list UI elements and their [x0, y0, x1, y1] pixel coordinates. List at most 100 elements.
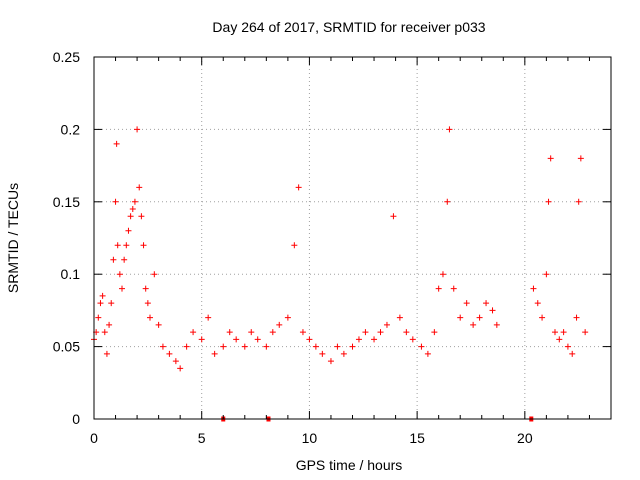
data-point	[97, 300, 104, 307]
data-point	[198, 336, 205, 343]
data-point	[334, 343, 341, 350]
data-point	[138, 213, 145, 220]
data-point	[431, 329, 438, 336]
data-point	[142, 285, 149, 292]
data-point	[577, 155, 584, 162]
data-point	[269, 329, 276, 336]
y-tick-label: 0	[72, 411, 80, 427]
data-point	[539, 314, 546, 321]
data-points	[91, 126, 589, 372]
data-point	[101, 329, 108, 336]
data-point	[103, 350, 110, 357]
x-tick-label: 20	[517, 430, 533, 446]
data-point	[312, 343, 319, 350]
data-point	[116, 271, 123, 278]
data-point	[159, 343, 166, 350]
data-point	[569, 350, 576, 357]
x-tick-label: 15	[409, 430, 425, 446]
data-point	[439, 271, 446, 278]
y-tick-label: 0.1	[61, 266, 81, 282]
data-point	[560, 329, 567, 336]
data-point	[457, 314, 464, 321]
data-point	[403, 329, 410, 336]
data-point	[409, 336, 416, 343]
data-point	[263, 343, 270, 350]
data-point	[319, 350, 326, 357]
data-point	[276, 321, 283, 328]
data-point	[211, 350, 218, 357]
data-point	[489, 307, 496, 314]
data-point	[241, 343, 248, 350]
data-point	[226, 329, 233, 336]
data-point	[327, 358, 334, 365]
x-tick-label: 5	[198, 430, 206, 446]
data-point	[418, 343, 425, 350]
data-point	[470, 321, 477, 328]
y-tick-label: 0.05	[53, 339, 80, 355]
data-point	[106, 321, 113, 328]
chart-title: Day 264 of 2017, SRMTID for receiver p03…	[212, 19, 485, 35]
data-point	[573, 314, 580, 321]
data-point	[463, 300, 470, 307]
data-point	[172, 358, 179, 365]
data-point	[233, 336, 240, 343]
data-point	[248, 329, 255, 336]
data-point	[295, 184, 302, 191]
data-point	[543, 271, 550, 278]
y-tick-label: 0.15	[53, 194, 80, 210]
data-point	[108, 300, 115, 307]
data-point	[299, 329, 306, 336]
data-point	[355, 336, 362, 343]
data-point	[306, 336, 313, 343]
data-point	[534, 300, 541, 307]
data-point	[127, 213, 134, 220]
data-point	[551, 329, 558, 336]
data-point	[114, 242, 121, 249]
data-point	[183, 343, 190, 350]
data-point	[390, 213, 397, 220]
data-point	[450, 285, 457, 292]
data-point	[131, 198, 138, 205]
y-tick-label: 0.2	[61, 121, 81, 137]
data-point	[377, 329, 384, 336]
data-point	[291, 242, 298, 249]
grid-lines	[94, 57, 611, 419]
x-axis-label: GPS time / hours	[296, 457, 403, 473]
data-point	[446, 126, 453, 133]
data-point	[371, 336, 378, 343]
data-point	[123, 242, 130, 249]
data-point	[575, 198, 582, 205]
data-point	[140, 242, 147, 249]
axis-ticks: 0 0.05 0.1 0.15 0.2 0.25 0 5 10 15 20	[53, 49, 612, 446]
y-tick-label: 0.25	[53, 49, 80, 65]
data-point	[119, 285, 126, 292]
data-point	[190, 329, 197, 336]
data-point	[564, 343, 571, 350]
data-point	[147, 314, 154, 321]
data-point	[205, 314, 212, 321]
x-tick-label: 10	[302, 430, 318, 446]
data-point	[166, 350, 173, 357]
data-point	[556, 336, 563, 343]
data-point	[545, 198, 552, 205]
data-point	[95, 314, 102, 321]
data-point	[151, 271, 158, 278]
data-point	[362, 329, 369, 336]
data-point	[220, 343, 227, 350]
data-point	[483, 300, 490, 307]
data-point	[476, 314, 483, 321]
data-point	[530, 285, 537, 292]
data-point	[349, 343, 356, 350]
data-point	[254, 336, 261, 343]
data-point	[125, 227, 132, 234]
data-point	[112, 198, 119, 205]
data-point	[383, 321, 390, 328]
data-point	[144, 300, 151, 307]
data-point	[177, 365, 184, 372]
data-point	[121, 256, 128, 263]
data-point	[493, 321, 500, 328]
data-point	[547, 155, 554, 162]
data-point	[113, 140, 120, 147]
data-point	[99, 292, 106, 299]
data-point	[110, 256, 117, 263]
